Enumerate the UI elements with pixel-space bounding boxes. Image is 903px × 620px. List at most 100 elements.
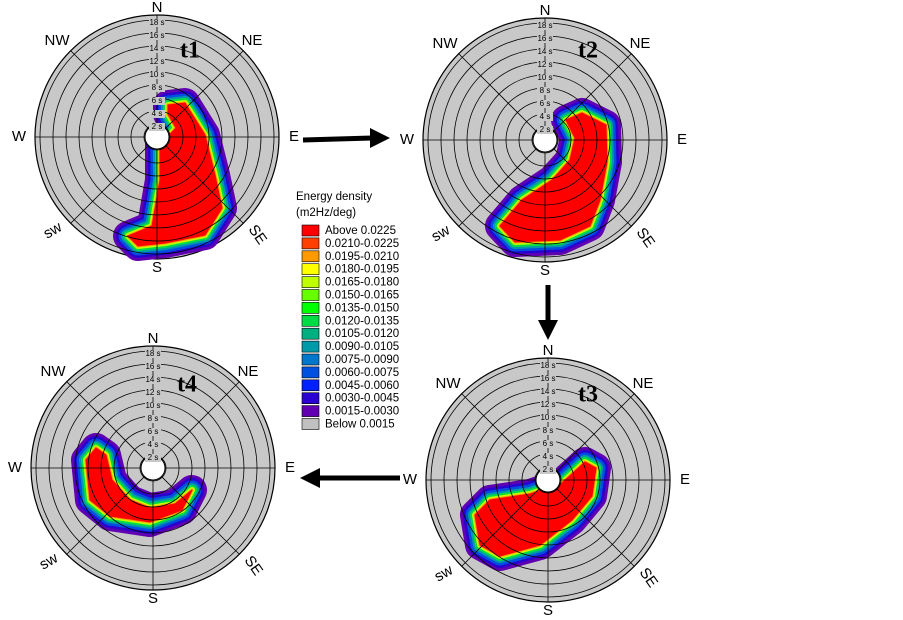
panel-title: t1 [180,38,200,64]
ring-label-bg [537,74,553,82]
ring-label-bg [149,71,165,79]
ring-label-bg [145,376,161,384]
ring-label-bg [145,350,161,358]
ring-label: 14 s [540,387,555,396]
ring-label: 4 s [152,109,163,118]
ring-label-bg [145,454,161,462]
ring-label-bg [537,100,553,108]
ring-label-bg [540,414,556,422]
spoke [66,381,145,460]
legend-label: 0.0075-0.0090 [325,354,399,366]
ring-label: 4 s [540,112,551,121]
energy-core [85,447,193,523]
compass-label: N [543,342,554,359]
compass-label: sw [41,219,66,243]
compass-label: N [152,0,163,16]
spoke [458,148,537,227]
spoke [66,476,145,555]
legend-swatch [301,340,320,353]
spoke [556,393,635,472]
ring-label: 10 s [540,413,555,422]
legend-label: Below 0.0015 [325,419,395,431]
legend-swatch [301,302,320,314]
spoke [458,53,537,132]
ring-label: 12 s [145,388,160,397]
legend-swatch [301,405,320,417]
ring-label: 8 s [543,426,554,435]
compass-label: S [152,259,162,276]
ring-label-bg [145,363,161,371]
legend-label: 0.0045-0.0060 [325,380,399,392]
legend-label: 0.0030-0.0045 [325,393,399,405]
ring-label-bg [540,362,556,370]
ring-label: 14 s [145,375,160,384]
legend-label: 0.0060-0.0075 [325,367,399,379]
compass-label: S [543,602,553,619]
compass-label: W [12,128,27,145]
legend-unit: (m2Hz/deg) [296,207,356,219]
legend-swatch [301,327,320,340]
ring-label-bg [540,440,556,448]
ring-label-bg [145,441,161,449]
legend-swatch [301,392,320,405]
ring-label-bg [149,97,165,105]
panel-title: t2 [578,38,598,64]
ring-label: 16 s [537,34,552,43]
ring-label: 10 s [537,73,552,82]
ring-label: 12 s [540,400,555,409]
compass-label: S [540,262,550,279]
ring-label-bg [537,113,553,121]
compass-label: sw [37,550,62,574]
legend-swatch [301,224,320,237]
spoke [461,393,540,472]
ring-label: 4 s [543,452,554,461]
spoke [553,148,632,227]
compass-label: E [677,131,687,148]
energy-core [474,461,597,557]
ring-label: 12 s [149,57,164,66]
ring-label-bg [540,375,556,383]
legend: Energy density (m2Hz/deg) Above 0.02250.02… [296,191,399,431]
legend-swatch [301,353,320,366]
legend-label: 0.0150-0.0165 [325,290,399,302]
ring-label: 16 s [149,31,164,40]
polar-panel: 2 s 4 s 6 s 8 s 10 s 12 s 14 s 16 s 18 s N NE E SE Ss… [8,330,295,607]
compass-label: W [8,459,23,476]
ring-label: 14 s [537,47,552,56]
ring-label-bg [537,87,553,95]
legend-label: Above 0.0225 [325,225,396,237]
legend-swatch [301,366,320,379]
ring-label-bg [145,389,161,397]
ring-label-bg [145,428,161,436]
spoke [553,53,632,132]
compass-label: sw [429,222,454,246]
ring-label-bg [540,453,556,461]
ring-label-bg [540,388,556,396]
ring-label: 2 s [148,453,159,462]
ring-label: 18 s [145,349,160,358]
compass-label: SE [633,225,658,251]
compass-label: W [403,471,418,488]
compass-label: SE [636,565,661,591]
ring-label-bg [149,19,165,27]
compass-label: NE [242,32,263,49]
ring-label: 8 s [148,414,159,423]
compass-label: SE [241,553,266,579]
ring-label: 6 s [148,427,159,436]
compass-label: NW [433,35,459,52]
ring-label: 6 s [543,439,554,448]
spoke [165,145,244,224]
legend-swatch [301,418,320,430]
compass-label: E [285,459,295,476]
compass-label: NW [436,375,462,392]
ring-label: 18 s [149,18,164,27]
ring-label: 2 s [152,122,163,131]
legend-label: 0.0105-0.0120 [325,328,399,340]
compass-label: NW [45,32,71,49]
panel-title: t4 [177,372,197,398]
legend-title: Energy density [296,191,372,203]
ring-label-bg [149,110,165,118]
legend-label: 0.0015-0.0030 [325,406,399,418]
ring-label: 8 s [540,86,551,95]
ring-label: 12 s [537,60,552,69]
